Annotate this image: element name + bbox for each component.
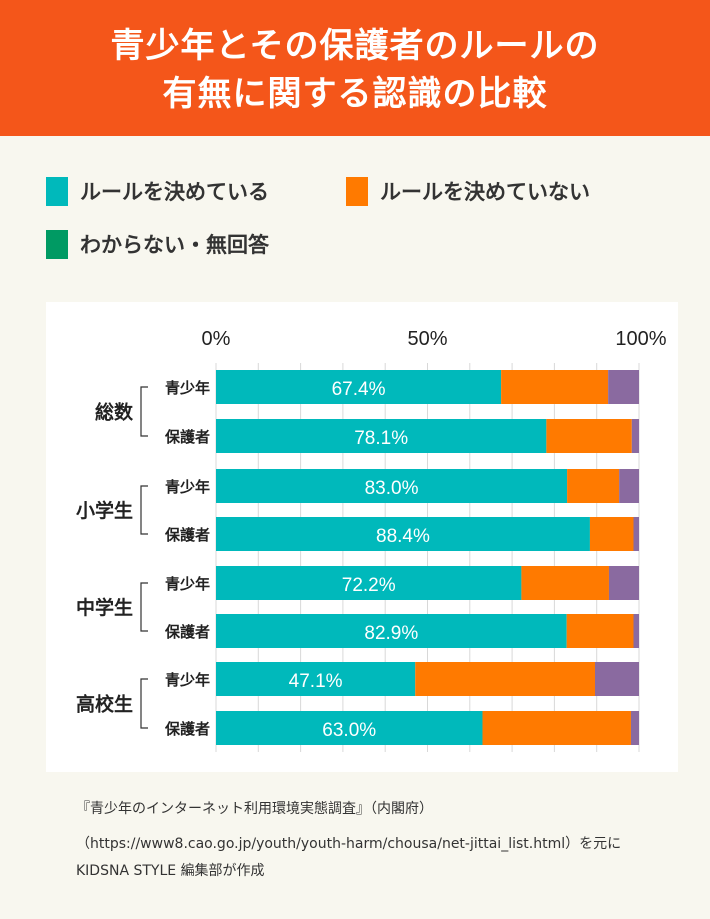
bar-segment [608, 566, 639, 600]
category-label: 青少年 [165, 671, 210, 689]
bar-segment [216, 614, 567, 648]
legend-swatch [46, 176, 68, 206]
bar-segment [521, 566, 609, 600]
category-label: 青少年 [165, 379, 210, 397]
group-bracket [140, 582, 148, 632]
group-label: 総数 [95, 401, 134, 424]
title-line-1: 青少年とその保護者のルールの [110, 26, 600, 66]
group-bracket [140, 485, 148, 535]
legend-item-rules-set: ルールを決めている [46, 176, 269, 206]
data-label: 78.1% [354, 428, 408, 449]
legend-item-unknown: わからない・無回答 [46, 229, 269, 259]
category-label: 保護者 [164, 526, 210, 544]
group-bracket [140, 386, 148, 437]
title-line-2: 有無に関する認識の比較 [162, 74, 548, 114]
bar-segment [619, 469, 639, 503]
data-label: 83.0% [365, 478, 419, 499]
bar-segment [216, 419, 547, 453]
legend-item-rules-not-set: ルールを決めていない [346, 176, 590, 206]
category-label: 青少年 [165, 575, 210, 593]
x-tick-label: 0% [202, 328, 231, 350]
chart-title: 青少年とその保護者のルールの 有無に関する認識の比較 [0, 0, 710, 136]
data-label: 82.9% [364, 623, 418, 644]
bar-segment [501, 370, 609, 404]
bar-segment [589, 517, 634, 551]
category-label: 保護者 [164, 720, 210, 738]
bar-segment [633, 614, 639, 648]
legend-label: わからない・無回答 [80, 233, 269, 257]
bar-segment [567, 469, 620, 503]
bar-segment [608, 370, 639, 404]
bar-segment [631, 419, 639, 453]
group-label: 高校生 [76, 693, 133, 716]
bar-segment [216, 469, 568, 503]
group-label: 中学生 [76, 596, 133, 619]
legend-swatch [46, 229, 68, 259]
x-tick-label: 100% [615, 328, 666, 350]
group-label: 小学生 [76, 499, 133, 522]
bar-segment [595, 662, 639, 696]
source-line-3: KIDSNA STYLE 編集部が作成 [76, 863, 265, 879]
bar-segment [216, 662, 416, 696]
bar-segment [216, 566, 522, 600]
legend-label: ルールを決めている [80, 180, 269, 204]
category-label: 保護者 [164, 623, 210, 641]
bar-segment [630, 711, 639, 745]
x-tick-label: 50% [407, 328, 447, 350]
bar-segment [546, 419, 632, 453]
category-label: 青少年 [165, 478, 210, 496]
bar-segment [566, 614, 634, 648]
group-bracket [140, 678, 148, 729]
bar-segment [216, 711, 483, 745]
data-label: 72.2% [342, 575, 396, 596]
bar-segment [482, 711, 631, 745]
bar-segment [415, 662, 596, 696]
legend-label: ルールを決めていない [380, 180, 590, 204]
data-label: 67.4% [332, 379, 386, 400]
data-label: 47.1% [289, 671, 343, 692]
category-label: 保護者 [164, 428, 210, 446]
bar-segment [216, 370, 502, 404]
bar-segment [633, 517, 639, 551]
data-label: 88.4% [376, 526, 430, 547]
bar-segment [216, 517, 590, 551]
data-label: 63.0% [322, 720, 376, 741]
legend-swatch [346, 176, 368, 206]
source-line-1: 『青少年のインターネット利用環境実態調査』（内閣府） [76, 801, 433, 817]
source-line-2: （https://www8.cao.go.jp/youth/youth-harm… [76, 836, 622, 852]
